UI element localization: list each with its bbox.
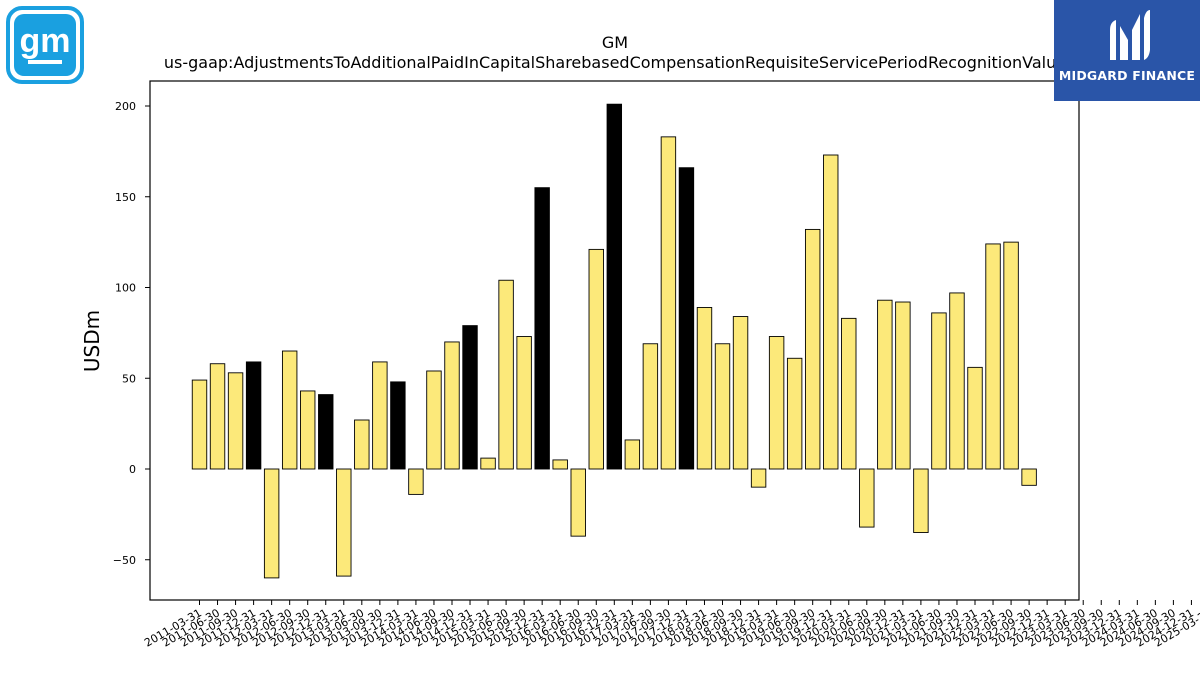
bar-2016-06-30 xyxy=(570,468,586,537)
bar-2012-09-30 xyxy=(300,390,316,470)
bar-2011-12-31 xyxy=(245,361,262,470)
bar-2018-03-31 xyxy=(696,307,713,470)
bar-2012-06-30 xyxy=(281,350,298,470)
midgard-finance-logo: MIDGARD FINANCE xyxy=(1054,0,1200,101)
bar-2017-09-30 xyxy=(660,136,677,470)
y-tick-label: 200 xyxy=(115,100,136,113)
bar-2015-12-31 xyxy=(534,187,550,470)
bar-2016-03-31 xyxy=(552,459,568,470)
bar-2015-06-30 xyxy=(498,279,514,470)
gm-logo: gm xyxy=(6,6,84,84)
y-tick-label: −50 xyxy=(113,554,136,567)
bar-2011-09-30 xyxy=(227,372,244,470)
bar-2022-06-30 xyxy=(1003,241,1019,470)
bar-2011-03-31 xyxy=(191,379,208,470)
bar-2016-09-30 xyxy=(588,248,604,470)
bar-2019-06-30 xyxy=(786,357,803,470)
bar-2012-12-31 xyxy=(318,394,334,470)
gm-logo-text: gm xyxy=(20,22,71,60)
midgard-finance-logo-text: MIDGARD FINANCE xyxy=(1058,68,1196,83)
bar-2020-06-30 xyxy=(859,468,875,528)
bar-2013-06-30 xyxy=(354,419,370,470)
bar-2017-12-31 xyxy=(678,167,695,470)
bar-2013-03-31 xyxy=(336,468,352,577)
bar-2014-03-31 xyxy=(408,468,424,495)
bar-2019-12-31 xyxy=(823,154,839,470)
bar-2019-09-30 xyxy=(804,228,821,470)
bar-2019-03-31 xyxy=(768,336,785,470)
bar-2014-06-30 xyxy=(426,370,442,470)
bar-2013-09-30 xyxy=(372,361,388,470)
bar-2021-09-30 xyxy=(949,292,965,470)
bar-2020-09-30 xyxy=(877,299,893,470)
bar-2021-03-31 xyxy=(913,468,929,533)
y-axis-label: USDm xyxy=(80,310,104,372)
y-axis: −50 0 50 100 150 200 xyxy=(113,100,150,567)
bar-2014-09-30 xyxy=(444,341,460,470)
bar-2021-12-31 xyxy=(967,366,983,470)
bar-2022-03-31 xyxy=(985,243,1001,470)
y-tick-label: 0 xyxy=(129,463,136,476)
bar-2022-09-30 xyxy=(1021,468,1037,486)
bar-series xyxy=(191,103,1037,579)
bar-2015-03-31 xyxy=(480,457,496,470)
y-tick-label: 150 xyxy=(115,191,136,204)
bar-2012-03-31 xyxy=(263,468,280,579)
bar-2018-06-30 xyxy=(714,343,731,470)
bar-2015-09-30 xyxy=(516,336,532,470)
bar-2014-12-31 xyxy=(462,325,478,470)
bar-2018-09-30 xyxy=(732,316,749,470)
chart-title: GM xyxy=(602,33,628,52)
bar-2020-12-31 xyxy=(895,301,911,470)
bar-2017-03-31 xyxy=(624,439,641,470)
y-tick-label: 50 xyxy=(122,372,136,385)
x-axis: 2011-03-312011-06-302011-09-302011-12-31… xyxy=(142,600,1200,650)
bar-2017-06-30 xyxy=(642,343,659,470)
bar-2016-12-31 xyxy=(606,103,623,470)
bar-2020-03-31 xyxy=(841,317,857,470)
y-tick-label: 100 xyxy=(115,282,136,295)
bar-2013-12-31 xyxy=(390,381,406,470)
bar-2011-06-30 xyxy=(209,363,226,470)
bar-2018-12-31 xyxy=(750,468,767,488)
bar-2021-06-30 xyxy=(931,312,947,470)
chart-subtitle: us-gaap:AdjustmentsToAdditionalPaidInCap… xyxy=(164,53,1066,72)
